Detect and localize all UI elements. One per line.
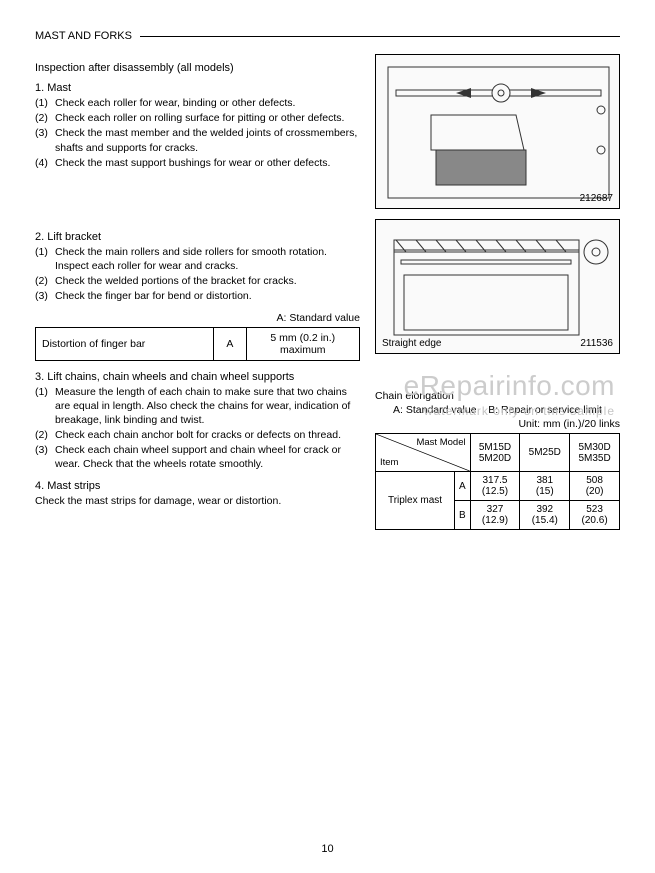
chain-legend: A: Standard value B: Repair or service l… bbox=[375, 404, 620, 416]
list-item: (1)Check each roller for wear, binding o… bbox=[35, 96, 360, 110]
left-column: Inspection after disassembly (all models… bbox=[35, 54, 360, 530]
cell: 508(20) bbox=[570, 472, 620, 501]
sub-chains: 3. Lift chains, chain wheels and chain w… bbox=[35, 371, 360, 383]
sub-ch-num: 3. bbox=[35, 371, 44, 383]
strips-text: Check the mast strips for damage, wear o… bbox=[35, 494, 360, 508]
page-header: MAST AND FORKS bbox=[35, 30, 620, 42]
bracket-svg bbox=[376, 220, 621, 355]
row-code: B bbox=[455, 501, 471, 530]
figure-bracket: Straight edge 211536 bbox=[375, 219, 620, 354]
header-title: MAST AND FORKS bbox=[35, 30, 132, 42]
figure-label: Straight edge bbox=[382, 338, 442, 349]
sub-lb-num: 2. bbox=[35, 231, 44, 243]
cell: 523(20.6) bbox=[570, 501, 620, 530]
mast-items: (1)Check each roller for wear, binding o… bbox=[35, 96, 360, 170]
chain-unit: Unit: mm (in.)/20 links bbox=[375, 418, 620, 430]
list-item: (3)Check the finger bar for bend or dist… bbox=[35, 289, 360, 303]
cell: 392(15.4) bbox=[520, 501, 570, 530]
list-item: (2)Check the welded portions of the brac… bbox=[35, 274, 360, 288]
cell: 327(12.9) bbox=[470, 501, 520, 530]
figure-mast-roller: 212687 bbox=[375, 54, 620, 209]
list-item: (3)Check the mast member and the welded … bbox=[35, 126, 360, 154]
table-row: Mast Model Item 5M15D5M20D 5M25D 5M30D5M… bbox=[376, 434, 620, 472]
sub-mast-name: Mast bbox=[47, 82, 71, 94]
cell: 381(15) bbox=[520, 472, 570, 501]
chain-elongation-table: Mast Model Item 5M15D5M20D 5M25D 5M30D5M… bbox=[375, 433, 620, 530]
sub-lift-bracket: 2. Lift bracket bbox=[35, 231, 360, 243]
std-value-label: A: Standard value bbox=[35, 312, 360, 324]
content-columns: Inspection after disassembly (all models… bbox=[35, 54, 620, 530]
list-item: (1)Measure the length of each chain to m… bbox=[35, 385, 360, 428]
figure-id: 211536 bbox=[580, 338, 613, 349]
list-item: (1)Check the main rollers and side rolle… bbox=[35, 245, 360, 273]
sub-mast: 1. Mast bbox=[35, 82, 360, 94]
cell: 317.5(12.5) bbox=[470, 472, 520, 501]
sub-ch-name: Lift chains, chain wheels and chain whee… bbox=[47, 371, 294, 383]
mast-roller-svg bbox=[376, 55, 621, 210]
chain-caption: Chain elongation bbox=[375, 390, 620, 402]
sub-mast-num: 1. bbox=[35, 82, 44, 94]
page-number: 10 bbox=[0, 843, 655, 855]
row-code: A bbox=[455, 472, 471, 501]
sub-strips: 4. Mast strips bbox=[35, 480, 360, 492]
figure-id: 212687 bbox=[580, 193, 613, 204]
row-label: Triplex mast bbox=[376, 472, 455, 530]
header-rule bbox=[140, 36, 620, 37]
list-item: (4)Check the mast support bushings for w… bbox=[35, 156, 360, 170]
right-column: 212687 Straight edge 211536 Chain elonga… bbox=[375, 54, 620, 530]
dist-value: 5 mm (0.2 in.) maximum bbox=[246, 327, 359, 360]
list-item: (2)Check each roller on rolling surface … bbox=[35, 111, 360, 125]
list-item: (3)Check each chain wheel support and ch… bbox=[35, 443, 360, 471]
list-item: (2)Check each chain anchor bolt for crac… bbox=[35, 428, 360, 442]
dist-code: A bbox=[214, 327, 246, 360]
table-hdr-diag: Mast Model Item bbox=[376, 434, 471, 472]
lb-items: (1)Check the main rollers and side rolle… bbox=[35, 245, 360, 304]
col-hdr: 5M15D5M20D bbox=[470, 434, 520, 472]
sub-ms-name: Mast strips bbox=[47, 480, 100, 492]
table-row: Distortion of finger bar A 5 mm (0.2 in.… bbox=[36, 327, 360, 360]
col-hdr: 5M30D5M35D bbox=[570, 434, 620, 472]
chain-items: (1)Measure the length of each chain to m… bbox=[35, 385, 360, 472]
distortion-table: Distortion of finger bar A 5 mm (0.2 in.… bbox=[35, 327, 360, 361]
col-hdr: 5M25D bbox=[520, 434, 570, 472]
sub-lb-name: Lift bracket bbox=[47, 231, 101, 243]
sub-ms-num: 4. bbox=[35, 480, 44, 492]
inspection-title: Inspection after disassembly (all models… bbox=[35, 62, 360, 74]
dist-label: Distortion of finger bar bbox=[36, 327, 214, 360]
table-row: Triplex mast A 317.5(12.5) 381(15) 508(2… bbox=[376, 472, 620, 501]
